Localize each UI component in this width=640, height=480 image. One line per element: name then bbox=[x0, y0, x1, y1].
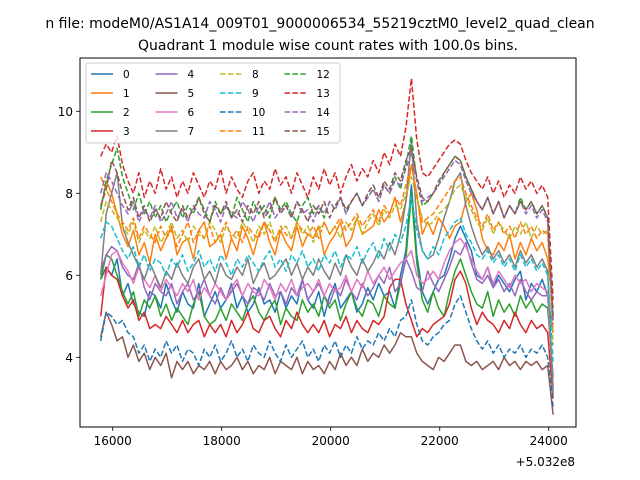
legend-label-2: 2 bbox=[123, 107, 130, 119]
series-line-2 bbox=[99, 192, 554, 378]
series-line-3 bbox=[99, 266, 554, 399]
figure-suptitle: n file: modeM0/AS1A14_009T01_9000006534_… bbox=[45, 16, 594, 32]
plot-area bbox=[79, 57, 577, 428]
legend-label-9: 9 bbox=[252, 88, 259, 100]
axes-frame bbox=[79, 57, 577, 428]
legend-label-12: 12 bbox=[317, 69, 330, 81]
x-tick-label: 22000 bbox=[421, 434, 459, 448]
y-tick-label: 10 bbox=[58, 105, 73, 119]
legend-label-10: 10 bbox=[252, 107, 265, 119]
y-axis: 4 6 8 10 bbox=[58, 105, 80, 365]
x-axis: 16000 18000 20000 22000 24000 bbox=[94, 427, 568, 448]
legend-label-1: 1 bbox=[123, 88, 130, 100]
legend-frame bbox=[85, 62, 341, 144]
x-tick-label: 24000 bbox=[530, 434, 568, 448]
series-line-15 bbox=[99, 147, 554, 317]
y-tick-label: 6 bbox=[65, 269, 73, 283]
chart-title: Quadrant 1 module wise count rates with … bbox=[138, 38, 518, 54]
series-line-1 bbox=[99, 163, 554, 309]
legend-label-15: 15 bbox=[317, 126, 330, 138]
legend-label-13: 13 bbox=[317, 88, 330, 100]
legend-label-6: 6 bbox=[188, 107, 195, 119]
x-tick-label: 16000 bbox=[94, 434, 132, 448]
legend-label-14: 14 bbox=[317, 107, 331, 119]
x-tick-label: 18000 bbox=[203, 434, 241, 448]
legend-label-11: 11 bbox=[252, 126, 265, 138]
series-line-11 bbox=[100, 163, 554, 333]
series-line-5 bbox=[99, 311, 554, 415]
legend-label-5: 5 bbox=[188, 88, 195, 100]
series-line-4 bbox=[99, 241, 554, 387]
series-group bbox=[99, 77, 554, 415]
legend-label-4: 4 bbox=[188, 69, 195, 81]
legend-label-0: 0 bbox=[123, 69, 130, 81]
y-tick-label: 8 bbox=[65, 187, 73, 201]
legend-label-8: 8 bbox=[252, 69, 259, 81]
x-offset-label: +5.032e8 bbox=[516, 455, 575, 469]
legend-label-7: 7 bbox=[188, 126, 195, 138]
series-line-13 bbox=[100, 77, 554, 300]
x-tick-label: 20000 bbox=[312, 434, 350, 448]
y-tick-label: 4 bbox=[65, 351, 73, 365]
series-line-9 bbox=[99, 196, 554, 362]
series-line-10 bbox=[99, 295, 554, 407]
legend-label-3: 3 bbox=[123, 126, 130, 138]
series-line-6 bbox=[99, 237, 554, 391]
